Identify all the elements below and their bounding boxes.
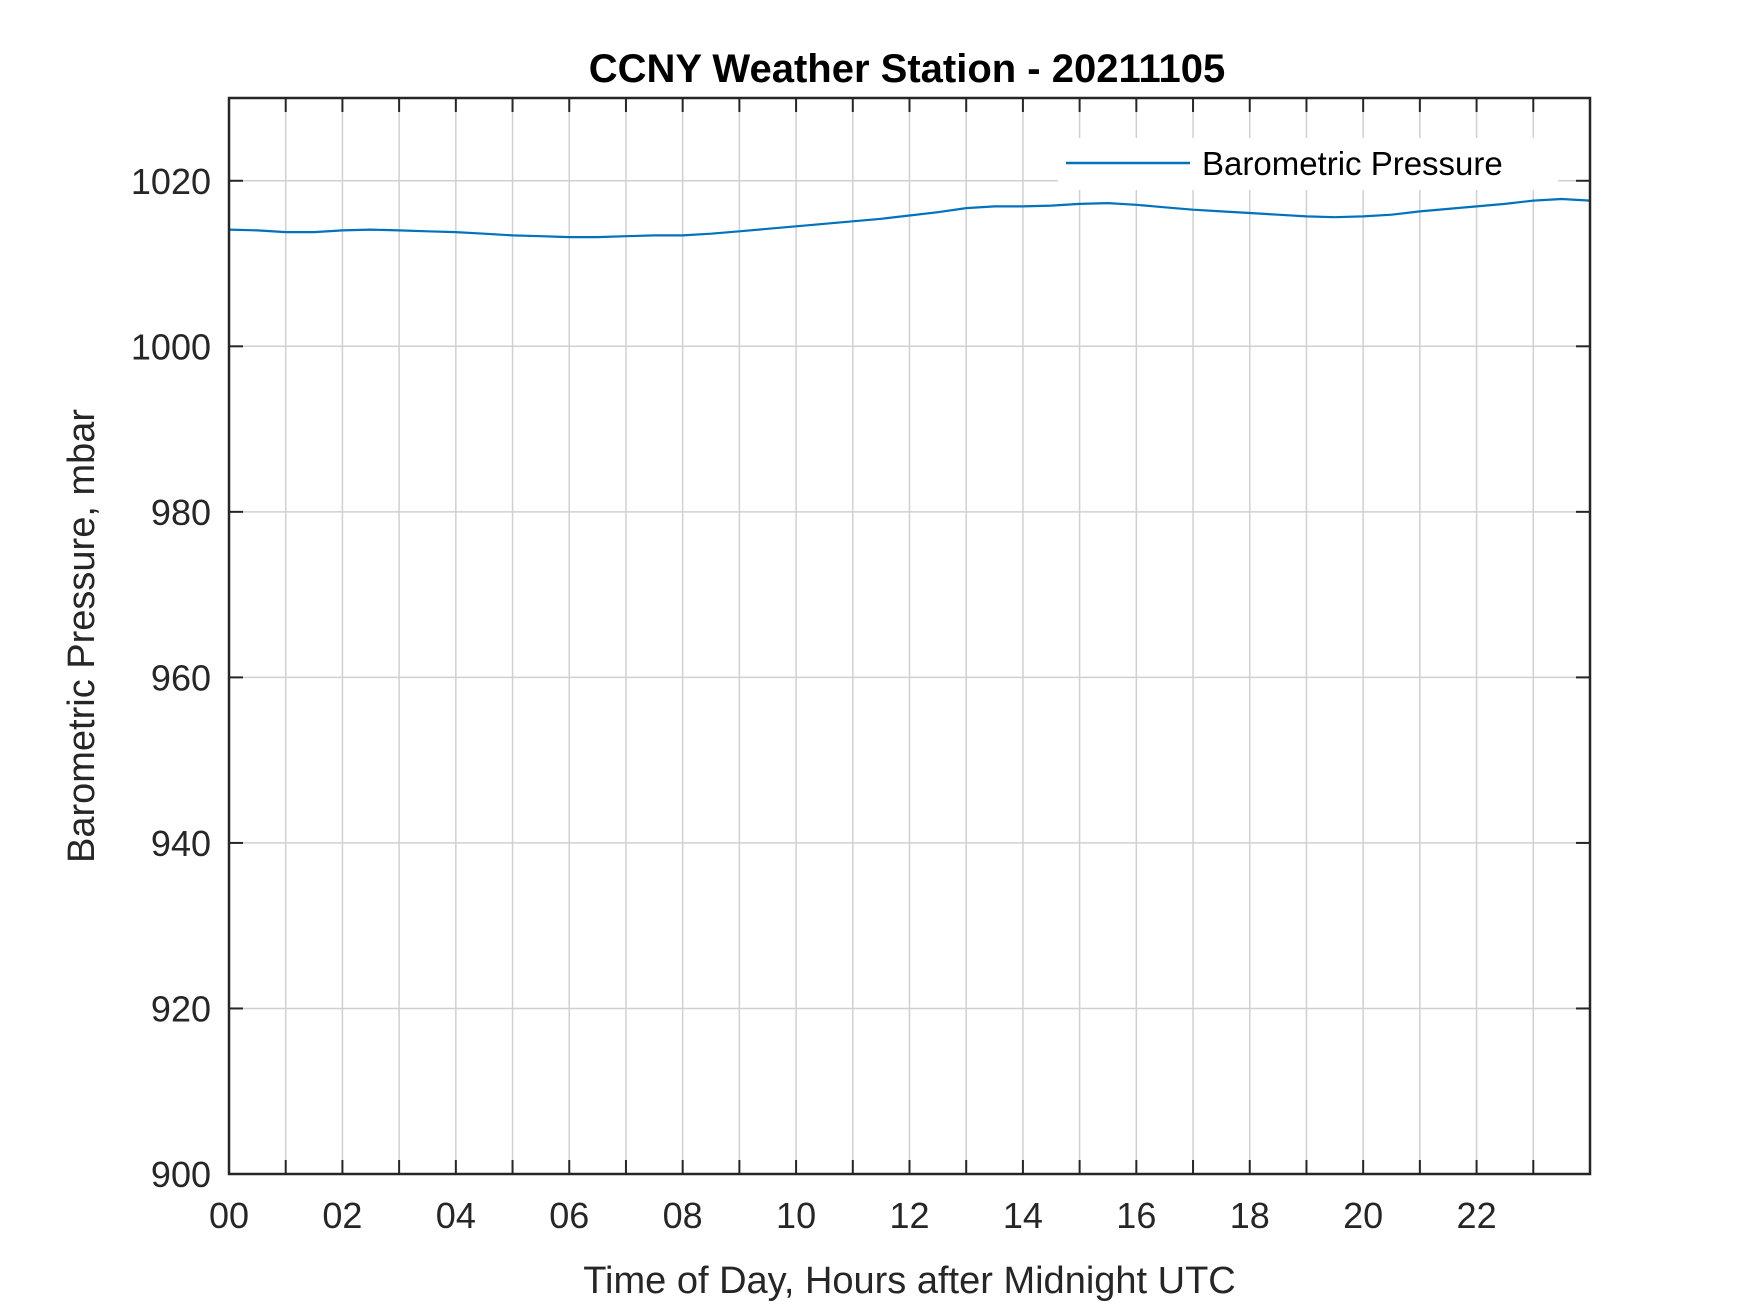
y-tick-label: 980 — [151, 492, 211, 533]
x-tick-label: 14 — [1003, 1195, 1043, 1236]
x-tick-label: 04 — [436, 1195, 476, 1236]
legend: Barometric Pressure — [1058, 138, 1558, 190]
x-axis-label: Time of Day, Hours after Midnight UTC — [583, 1260, 1236, 1302]
tick-labels: 00 02 04 06 08 10 12 14 16 18 20 22 900 920 940 960 980 1… — [131, 161, 1497, 1236]
series-line — [228, 197, 1591, 239]
x-tick-label: 18 — [1230, 1195, 1270, 1236]
y-tick-label: 960 — [151, 657, 211, 698]
y-tick-label: 920 — [151, 988, 211, 1029]
x-tick-label: 08 — [663, 1195, 703, 1236]
x-tick-label: 16 — [1116, 1195, 1156, 1236]
y-tick-label: 1000 — [131, 326, 211, 367]
grid-lines — [229, 98, 1590, 1174]
x-tick-label: 12 — [889, 1195, 929, 1236]
y-tick-label: 900 — [151, 1154, 211, 1195]
tick-marks — [229, 98, 1590, 1175]
y-tick-label: 1020 — [131, 161, 211, 202]
series-layer — [228, 197, 1591, 239]
x-tick-label: 10 — [776, 1195, 816, 1236]
legend-label: Barometric Pressure — [1202, 145, 1503, 182]
x-tick-label: 06 — [549, 1195, 589, 1236]
x-tick-label: 02 — [322, 1195, 362, 1236]
y-tick-label: 940 — [151, 823, 211, 864]
chart-title: CCNY Weather Station - 20211105 — [589, 47, 1226, 91]
y-axis-label: Barometric Pressure, mbar — [61, 409, 103, 863]
x-tick-label: 22 — [1457, 1195, 1497, 1236]
x-tick-label: 20 — [1343, 1195, 1383, 1236]
x-tick-label: 00 — [209, 1195, 249, 1236]
